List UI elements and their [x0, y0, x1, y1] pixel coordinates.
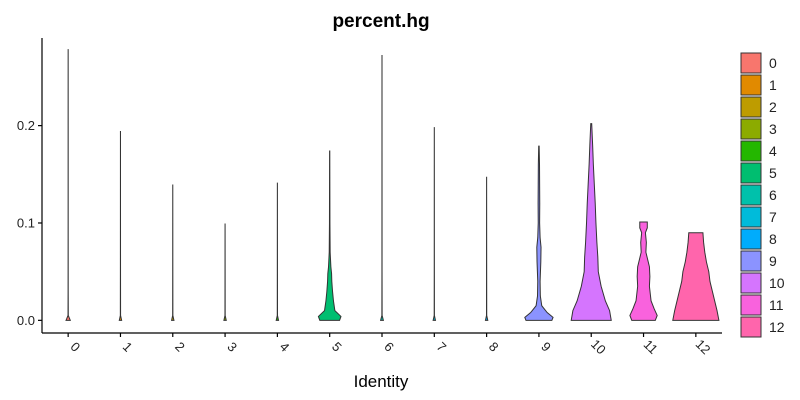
violin-11 — [629, 221, 658, 321]
legend-label-11: 11 — [769, 297, 784, 313]
legend-label-2: 2 — [769, 99, 777, 115]
legend-swatch-9 — [740, 250, 762, 272]
x-tick-label: 10 — [588, 336, 609, 357]
plot-area — [65, 49, 720, 321]
legend-label-7: 7 — [769, 209, 777, 225]
x-tick-label: 11 — [641, 337, 661, 357]
legend-label-9: 9 — [769, 253, 777, 269]
x-tick-label: 6 — [381, 339, 397, 355]
legend-label-8: 8 — [769, 231, 777, 247]
legend-label-12: 12 — [769, 319, 785, 335]
violin-8 — [484, 176, 489, 321]
chart-title: percent.hg — [332, 11, 429, 32]
violin-12 — [672, 232, 720, 321]
legend-swatch-10 — [740, 272, 762, 294]
violin-10 — [570, 123, 612, 321]
x-tick-label: 8 — [486, 339, 502, 355]
violin-6 — [379, 55, 385, 321]
legend-label-0: 0 — [769, 55, 777, 71]
x-tick-label: 0 — [67, 339, 83, 355]
violin-1 — [118, 130, 123, 321]
x-tick-label: 2 — [172, 339, 188, 355]
legend-swatch-0 — [740, 52, 762, 74]
y-tick-label: 0.1 — [17, 215, 35, 230]
legend-swatch-8 — [740, 228, 762, 250]
legend-swatch-6 — [740, 184, 762, 206]
violin-0 — [65, 49, 72, 321]
legend-label-3: 3 — [769, 121, 777, 137]
legend-label-1: 1 — [769, 77, 777, 93]
legend-swatch-4 — [740, 140, 762, 162]
x-tick-label: 3 — [224, 339, 240, 355]
legend-label-4: 4 — [769, 143, 777, 159]
legend-swatch-5 — [740, 162, 762, 184]
violin-4 — [275, 182, 280, 321]
x-tick-label: 5 — [329, 339, 345, 355]
violin-9 — [524, 145, 554, 321]
violin-7 — [432, 127, 437, 321]
legend-swatch-7 — [740, 206, 762, 228]
y-tick-label: 0.2 — [17, 118, 35, 133]
violin-5 — [317, 150, 342, 321]
x-tick-label: 9 — [538, 339, 554, 355]
legend-label-6: 6 — [769, 187, 777, 203]
legend-label-10: 10 — [769, 275, 785, 291]
x-tick-label: 7 — [434, 339, 450, 355]
legend-swatch-11 — [740, 294, 762, 316]
legend-swatch-1 — [740, 74, 762, 96]
violin-2 — [170, 184, 175, 321]
x-tick-label: 12 — [693, 336, 714, 357]
x-tick-label: 1 — [120, 339, 136, 355]
violin-3 — [223, 223, 227, 321]
legend-swatch-12 — [740, 316, 762, 338]
x-tick-label: 4 — [277, 339, 293, 355]
legend-swatch-2 — [740, 96, 762, 118]
x-axis-label: Identity — [354, 372, 409, 391]
legend-label-5: 5 — [769, 165, 777, 181]
y-axis: 0.0 0.1 0.2 — [17, 38, 43, 333]
y-tick-label: 0.0 — [17, 313, 35, 328]
x-axis: 0 1 2 3 4 5 6 7 8 9 10 11 12 — [42, 332, 722, 357]
legend-swatch-3 — [740, 118, 762, 140]
